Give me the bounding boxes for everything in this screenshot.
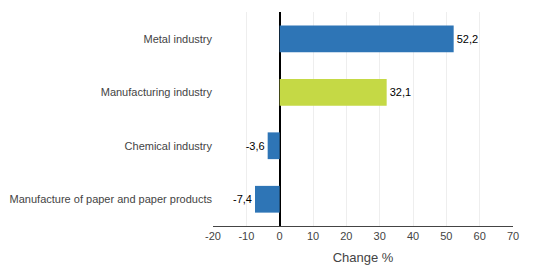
svg-text:50: 50 <box>440 230 452 242</box>
svg-text:Change %: Change % <box>333 250 394 265</box>
svg-text:32,1: 32,1 <box>390 86 411 98</box>
svg-text:-20: -20 <box>205 230 221 242</box>
svg-text:-10: -10 <box>238 230 254 242</box>
svg-text:0: 0 <box>277 230 283 242</box>
svg-text:60: 60 <box>474 230 486 242</box>
svg-text:Chemical industry: Chemical industry <box>125 140 213 152</box>
svg-text:52,2: 52,2 <box>457 33 478 45</box>
svg-text:-3,6: -3,6 <box>246 140 265 152</box>
svg-text:30: 30 <box>374 230 386 242</box>
svg-text:-7,4: -7,4 <box>233 193 252 205</box>
svg-text:10: 10 <box>307 230 319 242</box>
svg-text:20: 20 <box>340 230 352 242</box>
svg-text:Manufacture of paper and paper: Manufacture of paper and paper products <box>10 193 213 205</box>
svg-text:40: 40 <box>407 230 419 242</box>
svg-text:70: 70 <box>507 230 519 242</box>
svg-text:Metal industry: Metal industry <box>144 33 213 45</box>
svg-text:Manufacturing industry: Manufacturing industry <box>101 86 213 98</box>
